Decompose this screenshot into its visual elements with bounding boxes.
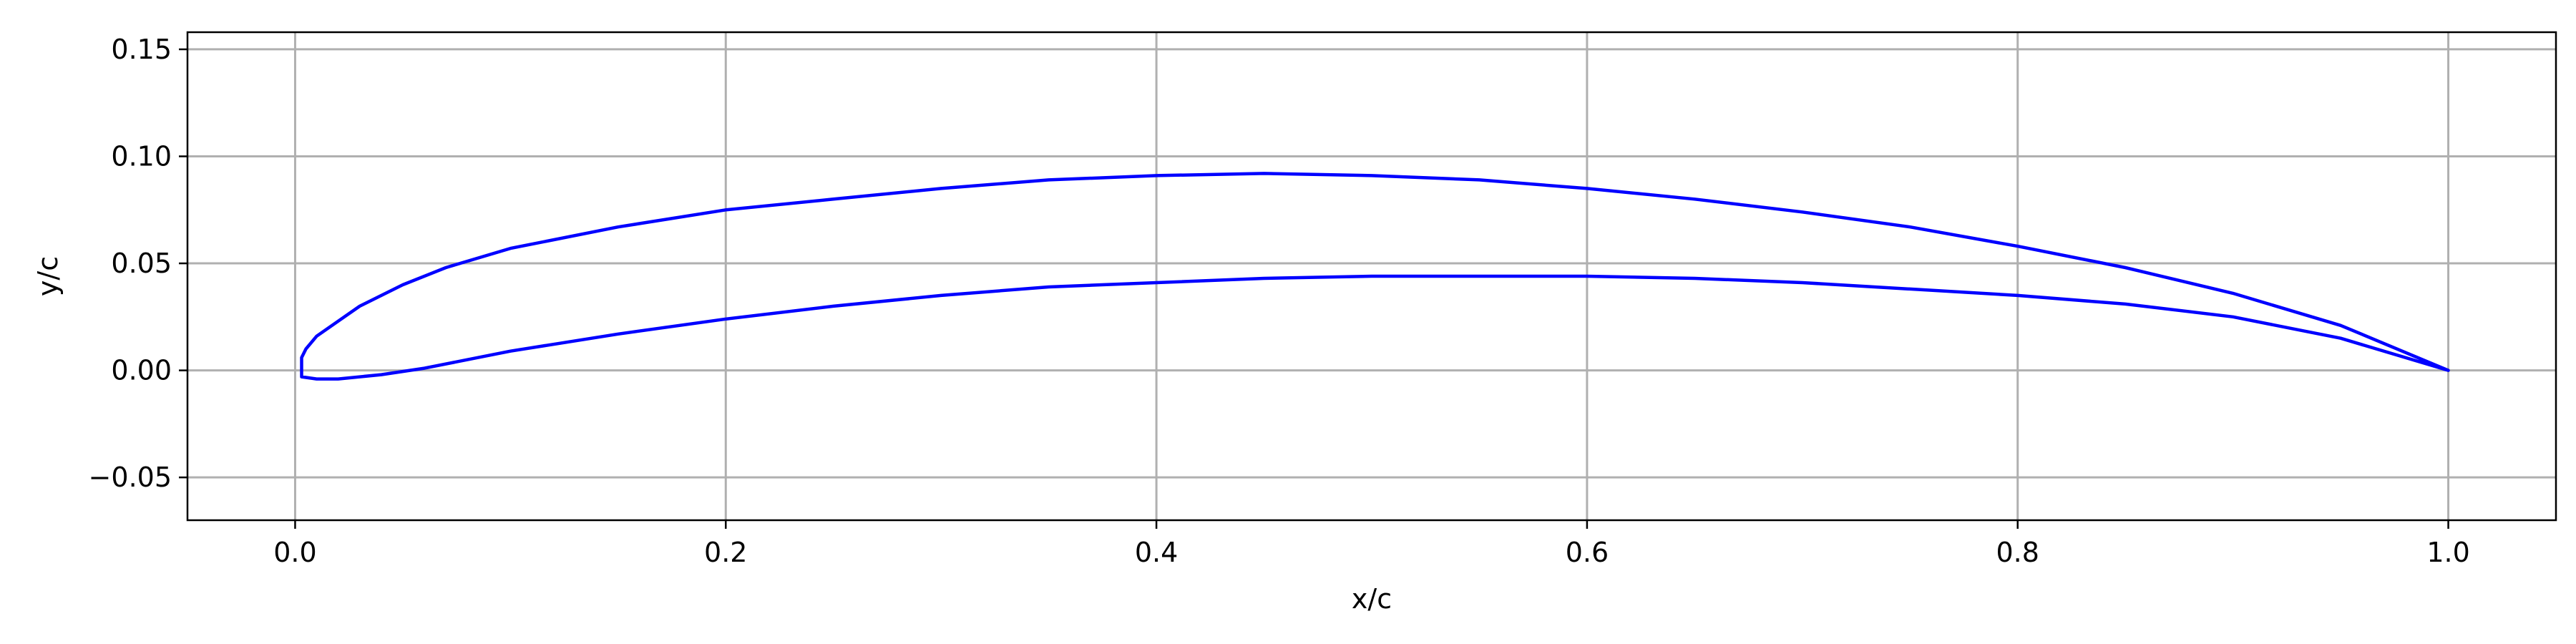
y-tick-label: 0.05	[111, 248, 172, 279]
y-axis-label: y/c	[32, 256, 64, 296]
grid-lines	[187, 32, 2556, 520]
x-tick-label: 1.0	[2426, 537, 2469, 568]
x-tick-label: 0.8	[1996, 537, 2039, 568]
y-tick-label: −0.05	[89, 462, 172, 493]
x-axis-label: x/c	[1352, 583, 1392, 615]
plot-frame	[186, 31, 2557, 522]
data-series	[300, 172, 2450, 381]
x-tick-label: 0.0	[273, 537, 316, 568]
axis-ticks: 0.0 0.2 0.4 0.6 0.8 1.0 −0.05 0.00 0.05 0.10 0.15	[89, 34, 2470, 568]
y-tick-label: 0.10	[111, 140, 172, 172]
x-tick-label: 0.4	[1135, 537, 1178, 568]
airfoil-profile-line	[300, 172, 2450, 381]
x-tick-label: 0.6	[1566, 537, 1609, 568]
x-tick-label: 0.2	[704, 537, 747, 568]
y-tick-label: 0.15	[111, 34, 172, 65]
y-tick-label: 0.00	[111, 355, 172, 386]
